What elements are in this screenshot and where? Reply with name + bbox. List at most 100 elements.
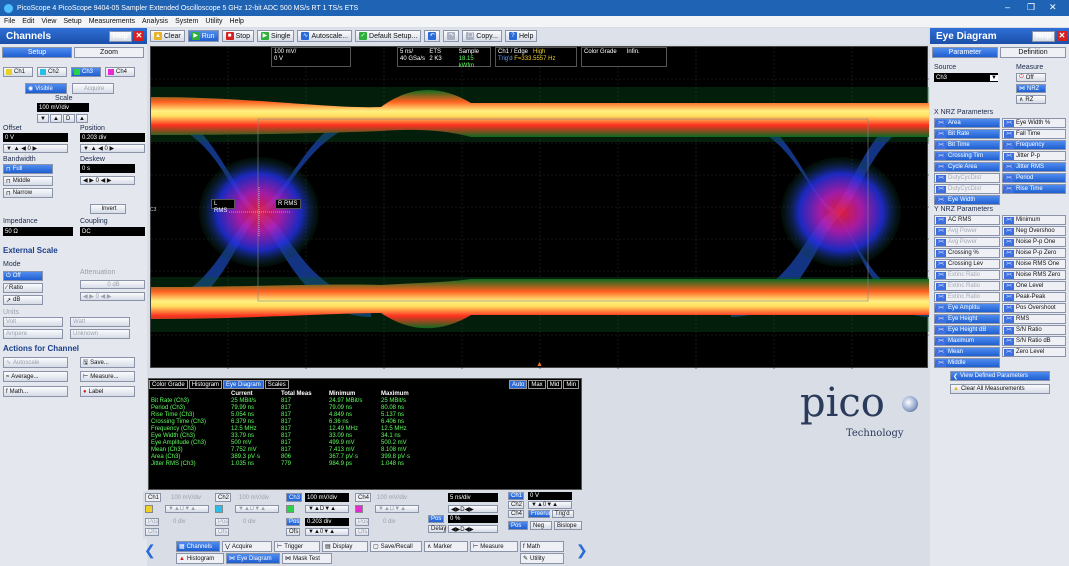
ch3-ofs-button[interactable]: Ofs (286, 528, 300, 536)
param-x_right-4[interactable]: >< Jitter RMS (1002, 162, 1066, 172)
mode-db-button[interactable]: ↗ dB (3, 295, 43, 305)
label-button[interactable]: ● Label (80, 386, 135, 397)
param-y_right-10[interactable]: >< S/N Ratio (1002, 325, 1066, 335)
stop-button[interactable]: ■ Stop (221, 30, 254, 42)
timebase-field[interactable]: 5 ns/div (448, 493, 498, 502)
table-row[interactable]: Frequency (Ch3) 12.5 MHz 817 12.49 MHz 12.5 … (151, 425, 407, 432)
tab-parameter[interactable]: Parameter (932, 47, 998, 58)
trigger-readout[interactable]: Ch1 / Edge High Trig'd F=333.5557 Hz (495, 47, 577, 67)
tab-acquire[interactable]: ⋁ Acquire (222, 541, 272, 552)
param-y_right-1[interactable]: >< Neg Overshoo (1002, 226, 1066, 236)
timebase-stepper[interactable]: ◀▶D◀▶ (448, 505, 498, 513)
scale-down-icon[interactable]: ▼ (37, 114, 49, 123)
param-x_right-2[interactable]: >< Frequency (1002, 140, 1066, 150)
freerun-button[interactable]: Freerun (528, 510, 552, 518)
param-x_left-4[interactable]: >< Cycle Area (934, 162, 1000, 172)
ch2-pos-button[interactable]: Pos (215, 518, 229, 526)
param-x_left-0[interactable]: >< Area (934, 118, 1000, 128)
ch1-pos-button[interactable]: Pos (145, 518, 159, 526)
pos-edge-button[interactable]: Pos (508, 521, 528, 530)
menu-edit[interactable]: Edit (22, 18, 35, 25)
param-x_right-1[interactable]: >< Fall Time (1002, 129, 1066, 139)
param-x_right-0[interactable]: >< Eye Width % (1002, 118, 1066, 128)
panel-close-icon[interactable]: ✕ (134, 31, 144, 41)
ch4-label[interactable]: Ch4 (355, 493, 371, 502)
table-row[interactable]: Jitter RMS (Ch3) 1.035 ns 779 984.9 ps 1.048… (151, 460, 405, 467)
trig-ch4[interactable]: Ch4 (508, 510, 524, 518)
clear-button[interactable]: ▲ Clear (150, 30, 185, 42)
bw-middle-button[interactable]: ⊓ Middle (3, 176, 53, 186)
ch4-pos-button[interactable]: Pos (355, 518, 369, 526)
tab-mask-test[interactable]: ⋈ Mask Test (282, 553, 332, 564)
param-y_right-3[interactable]: >< Noise P-p Zero (1002, 248, 1066, 258)
unit-watt-button[interactable]: Watt (70, 317, 130, 327)
delay-stepper[interactable]: ◀▶D◀▶ (448, 525, 498, 533)
redo-button[interactable]: ↷ (443, 30, 460, 42)
table-row[interactable]: Eye Width (Ch3) 33.79 ns 817 33.09 ns 34.1 n… (151, 432, 401, 439)
ch1-enable-icon[interactable] (145, 505, 153, 513)
average-button[interactable]: ≈ Average... (3, 371, 68, 382)
tab-definition[interactable]: Definition (1000, 47, 1066, 58)
single-button[interactable]: ▶ Single (256, 30, 295, 42)
ch3-select[interactable]: Ch3 (71, 67, 101, 77)
menu-file[interactable]: File (4, 18, 16, 25)
ch2-stepper[interactable]: ▼▲D▼▲ (235, 505, 279, 513)
delay-pos-button[interactable]: Pos (428, 515, 444, 523)
menu-utility[interactable]: Utility (205, 18, 223, 25)
param-y_right-9[interactable]: >< RMS (1002, 314, 1066, 324)
param-y_left-8[interactable]: >< Eye Amplitu (934, 303, 1000, 313)
bislope-button[interactable]: Bislope (554, 521, 582, 530)
tab-display[interactable]: ▤ Display (322, 541, 368, 552)
ch4-enable-icon[interactable] (355, 505, 363, 513)
panel-close-icon[interactable]: ✕ (1057, 31, 1067, 41)
table-row[interactable]: Mean (Ch3) 7.752 mV 817 7.413 mV 8.108 mV (151, 446, 407, 453)
delay-button[interactable]: Delay (428, 525, 446, 533)
param-y_right-12[interactable]: >< Zero Level (1002, 347, 1066, 357)
math-button[interactable]: f Math... (3, 386, 68, 397)
tab-zoom[interactable]: Zoom (74, 47, 144, 58)
ch3-scale-field[interactable]: 100 mV/div (305, 493, 349, 502)
menu-setup[interactable]: Setup (63, 18, 82, 25)
tab-eye-diagram[interactable]: Eye Diagram (223, 380, 264, 389)
scale-set-icon[interactable]: D (63, 114, 75, 123)
neg-edge-button[interactable]: Neg (530, 521, 552, 530)
trig-level-field[interactable]: 0 V (528, 492, 572, 500)
attenuation-stepper[interactable]: ◀ ▶ 0 ◀ ▶ (80, 292, 145, 301)
tab-trigger[interactable]: ⊢ Trigger (274, 541, 320, 552)
left-arrow-icon[interactable]: ❮ (144, 542, 156, 558)
ch3-stepper[interactable]: ▼▲D▼▲ (305, 505, 349, 513)
param-x_right-3[interactable]: >< Jitter P-p (1002, 151, 1066, 161)
table-row[interactable]: Crossing Time (Ch3) 6.379 ns 817 6.36 ns 6.4… (151, 418, 405, 425)
bw-narrow-button[interactable]: ⊓ Narrow (3, 188, 53, 198)
param-y_left-7[interactable]: >< Extinc Ratio (934, 292, 1000, 302)
param-y_right-8[interactable]: >< Pos Overshoot (1002, 303, 1066, 313)
measure-nrz-button[interactable]: ⋈ NRZ (1016, 84, 1046, 93)
param-y_left-9[interactable]: >< Eye Height (934, 314, 1000, 324)
param-x_left-2[interactable]: >< Bit Time (934, 140, 1000, 150)
scale-up-icon[interactable]: ▲ (50, 114, 62, 123)
param-y_left-0[interactable]: >< AC RMS (934, 215, 1000, 225)
ch2-ofs-button[interactable]: Ofs (215, 528, 229, 536)
param-x_right-5[interactable]: >< Period (1002, 173, 1066, 183)
maximize-button[interactable]: ❐ (1027, 2, 1036, 12)
minimize-button[interactable]: – (1005, 2, 1011, 12)
color-grade-readout[interactable]: Color Grade Infin. (581, 47, 667, 67)
tab-marker[interactable]: ∧ Marker (424, 541, 468, 552)
ch4-select[interactable]: Ch4 (105, 67, 135, 77)
right-arrow-icon[interactable]: ❯ (576, 542, 588, 558)
tab-measure[interactable]: ⊢ Measure (470, 541, 518, 552)
param-y_left-6[interactable]: >< Extinc Ratio (934, 281, 1000, 291)
tab-save-recall[interactable]: ▢ Save/Recall (370, 541, 422, 552)
param-y_left-2[interactable]: >< Avg Power (934, 237, 1000, 247)
measure-off-button[interactable]: ⏻ Off (1016, 73, 1046, 82)
tab-utility[interactable]: ✎ Utility (520, 553, 564, 564)
measure-rz-button[interactable]: ∧ RZ (1016, 95, 1046, 104)
ch2-select[interactable]: Ch2 (37, 67, 67, 77)
tab-eye-diagram-bottom[interactable]: ⋈ Eye Diagram (226, 553, 280, 564)
table-row[interactable]: Rise Time (Ch3) 5.054 ns 817 4.849 ns 5.137 … (151, 411, 405, 418)
position-stepper[interactable]: ▼ ▲ ◀ 0 ▶ (80, 144, 145, 153)
default-setup-button[interactable]: ✓ Default Setup... (355, 30, 422, 42)
help-button[interactable]: ? Help (504, 30, 538, 42)
measure-button[interactable]: ⊢ Measure... (80, 371, 135, 382)
clear-all-measurements-button[interactable]: ▲ Clear All Measurements (950, 384, 1050, 394)
